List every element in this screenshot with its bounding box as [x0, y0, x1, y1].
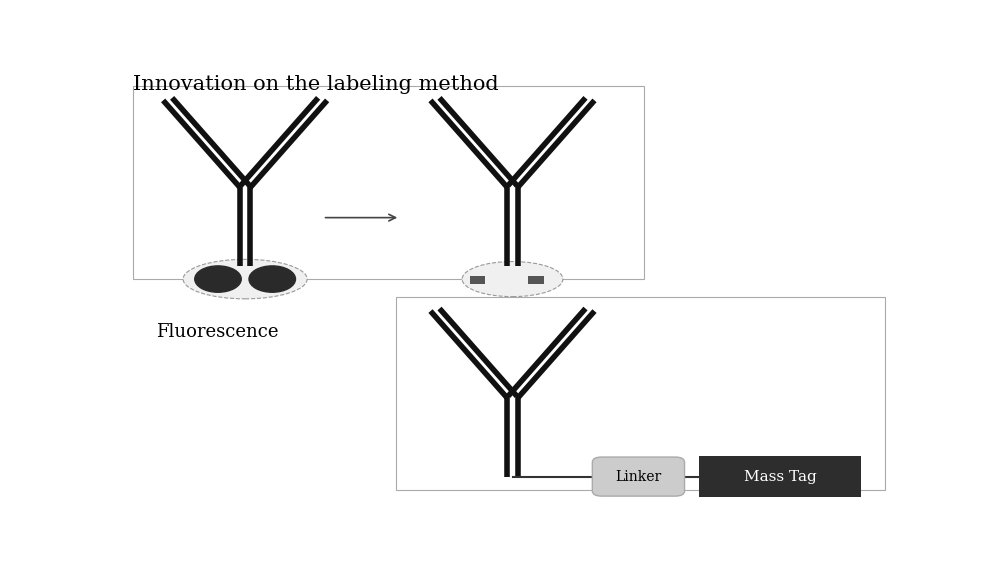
Circle shape [195, 266, 241, 292]
Ellipse shape [462, 262, 563, 296]
Bar [470, 275, 485, 284]
Circle shape [249, 266, 296, 292]
Bar [528, 275, 544, 284]
Text: Fluorescence: Fluorescence [156, 323, 278, 341]
FancyBboxPatch shape [133, 86, 644, 279]
FancyBboxPatch shape [698, 456, 861, 498]
FancyBboxPatch shape [592, 457, 685, 496]
Text: Linker: Linker [615, 470, 662, 483]
Text: Innovation on the labeling method: Innovation on the labeling method [133, 75, 498, 94]
FancyBboxPatch shape [396, 296, 885, 490]
Ellipse shape [183, 259, 307, 299]
Text: Mass Tag: Mass Tag [744, 470, 816, 483]
